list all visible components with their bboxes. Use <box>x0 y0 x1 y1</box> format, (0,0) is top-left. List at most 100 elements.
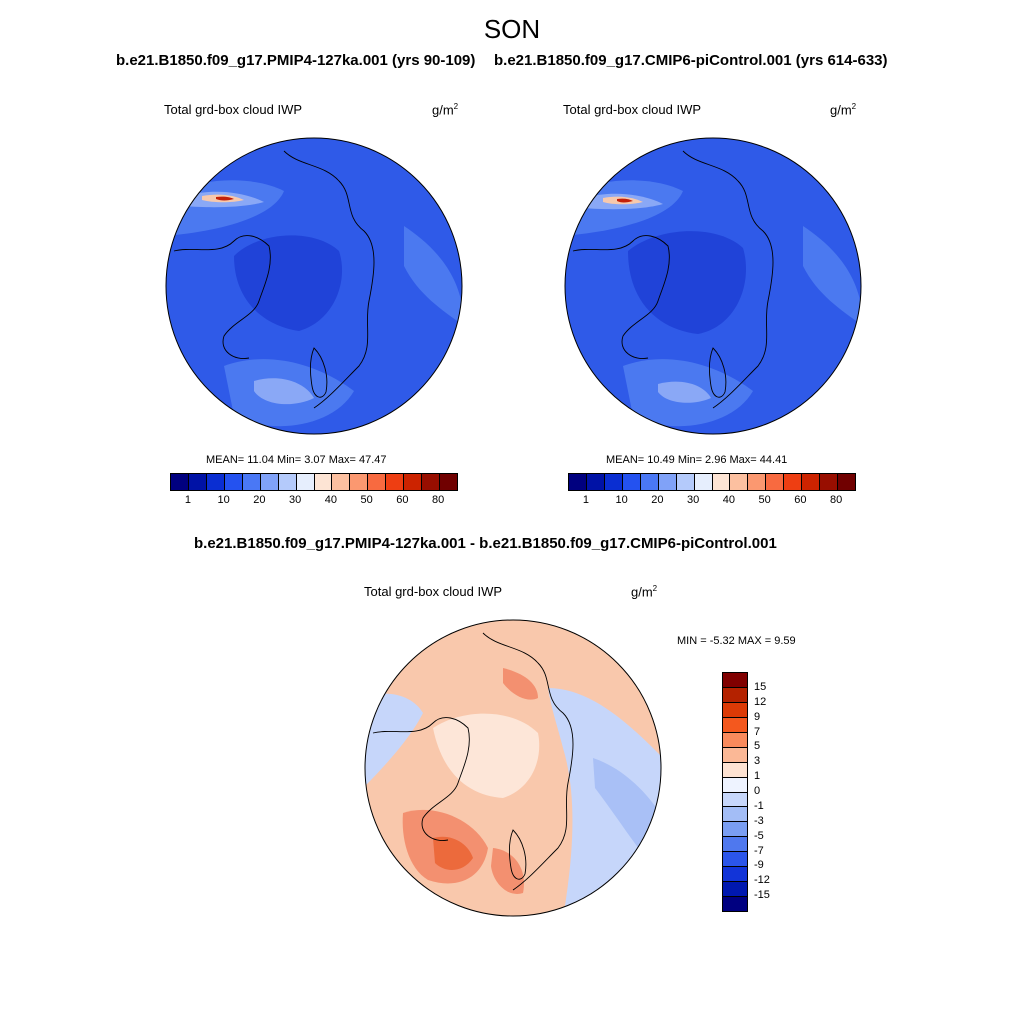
panel-a-colorbar-cell <box>350 474 369 490</box>
panel-a-colorbar-tick-label: 1 <box>184 494 191 506</box>
map-a-coast-america <box>173 235 271 359</box>
panel-a-colorbar-cell <box>314 474 333 490</box>
panel-a-colorbar-cell <box>332 474 351 490</box>
panel-a-colorbar-cell <box>440 474 457 490</box>
map-b-coast-greenland <box>708 347 727 398</box>
panel-diff-colorbar-cell <box>723 837 747 853</box>
panel-b-colorbar-cell <box>766 474 785 490</box>
panel-diff-colorbar-tick-label: -7 <box>754 844 764 857</box>
panel-b-colorbar-tick-label: 40 <box>722 494 735 506</box>
panel-diff-colorbar-tick-label: 3 <box>754 755 761 768</box>
panel-diff-colorbar-tick-label: -1 <box>754 799 764 812</box>
panel-diff-case-title: b.e21.B1850.f09_g17.PMIP4-127ka.001 - b.… <box>194 535 777 552</box>
map-diff-field-pale-arctic <box>433 713 540 798</box>
panel-diff-colorbar-cell <box>723 807 747 823</box>
panel-diff-polar-map <box>364 619 662 917</box>
panel-b-unit-label: g/m2 <box>830 102 857 118</box>
panel-b-stats: MEAN= 10.49 Min= 2.96 Max= 44.41 <box>606 454 788 466</box>
season-title: SON <box>483 14 541 44</box>
panel-diff-colorbar-cell <box>723 882 747 898</box>
panel-a-colorbar-tick-label: 20 <box>253 494 266 506</box>
panel-diff-colorbar-cell <box>723 897 747 911</box>
panel-a-colorbar-cell <box>422 474 441 490</box>
panel-diff-colorbar-cell <box>723 852 747 868</box>
panel-diff-colorbar-cell <box>723 792 747 808</box>
panel-b-colorbar-cell <box>658 474 677 490</box>
panel-b-colorbar-tick-label: 10 <box>615 494 628 506</box>
panel-b-colorbar-cell <box>586 474 605 490</box>
map-b-field-pale-south <box>658 381 711 403</box>
panel-diff-colorbar-tick-label: -5 <box>754 829 764 842</box>
panel-a-colorbar-cell <box>242 474 261 490</box>
panel-a-stats: MEAN= 11.04 Min= 3.07 Max= 47.47 <box>206 454 387 466</box>
map-a-field-light-east <box>404 226 462 326</box>
panel-diff-colorbar-ticks: 15 12 9 7 5 3 1 0 -1 -3 -5 -7 -9 -12 -15 <box>754 672 794 910</box>
panel-b-colorbar-tick-label: 20 <box>651 494 664 506</box>
panel-b-colorbar-cell <box>820 474 839 490</box>
map-a-coast-eurasia <box>283 150 375 409</box>
panel-b-colorbar-tick-label: 30 <box>687 494 700 506</box>
panel-diff-colorbar-tick-label: 5 <box>754 740 761 753</box>
panel-diff-colorbar-tick-label: -3 <box>754 814 764 827</box>
panel-b-colorbar-cell <box>676 474 695 490</box>
map-a-coast-greenland <box>309 347 328 398</box>
panel-a-colorbar-tick-label: 40 <box>324 494 337 506</box>
panel-b-colorbar-cell <box>784 474 803 490</box>
map-b-coast-america <box>572 235 670 359</box>
map-b-field-hot-core <box>617 198 633 203</box>
panel-a-colorbar-cell <box>368 474 387 490</box>
map-diff-coast-america <box>372 717 470 841</box>
map-diff-field-cool-west <box>365 693 423 788</box>
panel-b-colorbar-cell <box>748 474 767 490</box>
panel-a-polar-map <box>165 137 463 435</box>
panel-b-colorbar-cell <box>802 474 821 490</box>
panel-b-colorbar-tick-label: 60 <box>794 494 807 506</box>
panel-a-colorbar-cell <box>296 474 315 490</box>
panel-b-colorbar-cell <box>640 474 659 490</box>
panel-a-colorbar-cell <box>404 474 423 490</box>
panel-b-colorbar-cell <box>730 474 749 490</box>
panel-diff-colorbar-tick-label: 1 <box>754 770 761 783</box>
panel-diff-colorbar-cell <box>723 867 747 883</box>
map-b-field-deep-arctic <box>628 231 746 334</box>
panel-a-colorbar <box>170 473 458 491</box>
panel-diff-colorbar-cell <box>723 732 747 748</box>
panel-b-case-title: b.e21.B1850.f09_g17.CMIP6-piControl.001 … <box>494 52 888 69</box>
map-diff-field-warm-south <box>491 848 524 894</box>
panel-b-variable-label: Total grd-box cloud IWP <box>563 102 702 117</box>
panel-a-variable-label: Total grd-box cloud IWP <box>164 102 303 117</box>
panel-a-colorbar-cell <box>386 474 405 490</box>
panel-diff-colorbar-cell <box>723 687 747 703</box>
panel-a-colorbar-cell <box>188 474 207 490</box>
panel-diff-colorbar <box>722 672 748 912</box>
map-diff-field-warm-north <box>503 668 538 700</box>
panel-a-colorbar-ticks: 1 10 20 30 40 50 60 80 <box>170 494 456 508</box>
panel-b-colorbar-cell <box>622 474 641 490</box>
panel-diff-colorbar-cell <box>723 673 747 688</box>
panel-a-unit-label: g/m2 <box>432 102 459 118</box>
map-b-field-light-east <box>803 226 861 326</box>
map-diff-coast-eurasia <box>482 632 574 891</box>
panel-a-colorbar-tick-label: 60 <box>396 494 409 506</box>
panel-diff-colorbar-tick-label: 7 <box>754 725 761 738</box>
panel-a-colorbar-cell <box>278 474 297 490</box>
panel-b-colorbar-tick-label: 1 <box>582 494 589 506</box>
panel-diff-colorbar-tick-label: -12 <box>754 874 770 887</box>
panel-a-colorbar-cell <box>224 474 243 490</box>
panel-diff-colorbar-cell <box>723 717 747 733</box>
panel-a-colorbar-tick-label: 30 <box>289 494 302 506</box>
map-a-field-deep-arctic <box>234 235 343 331</box>
panel-a-colorbar-cell <box>171 474 189 490</box>
map-b-coast-eurasia <box>682 150 774 409</box>
panel-diff-colorbar-tick-label: 9 <box>754 710 761 723</box>
map-a-field-pale-south <box>254 378 314 405</box>
panel-diff-colorbar-cell <box>723 777 747 793</box>
panel-b-colorbar-cell <box>694 474 713 490</box>
panel-diff-colorbar-cell <box>723 702 747 718</box>
panel-b-colorbar-tick-label: 50 <box>758 494 771 506</box>
map-diff-field-hot-greenland <box>433 836 473 870</box>
panel-diff-colorbar-tick-label: 0 <box>754 785 761 797</box>
panel-diff-colorbar-tick-label: -15 <box>754 889 770 902</box>
panel-diff-colorbar-cell <box>723 762 747 778</box>
panel-b-colorbar <box>568 473 856 491</box>
